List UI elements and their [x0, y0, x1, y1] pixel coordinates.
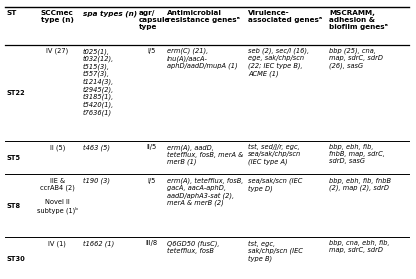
- Text: bbp (25), cna,
map, sdrC, sdrD
(26), sasG: bbp (25), cna, map, sdrC, sdrD (26), sas…: [329, 48, 384, 69]
- Text: SCCmec
type (n): SCCmec type (n): [41, 10, 74, 23]
- Text: erm(A), teteffluх, fosB,
gacA, aacA-aphD,
aadD/aphA3-sat (2),
merA & merB (2): erm(A), teteffluх, fosB, gacA, aacA-aphD…: [167, 178, 244, 206]
- Text: MSCRAMM,
adhesion &
biofilm genesᵃ: MSCRAMM, adhesion & biofilm genesᵃ: [329, 10, 389, 30]
- Text: t190 (3): t190 (3): [83, 178, 110, 184]
- Text: Antimicrobial
resistance genesᵃ: Antimicrobial resistance genesᵃ: [167, 10, 240, 23]
- Text: spa types (n): spa types (n): [83, 10, 137, 17]
- Text: tst, sed/j/r, egc,
sea/sak/chp/scn
(IEC type A): tst, sed/j/r, egc, sea/sak/chp/scn (IEC …: [248, 144, 302, 165]
- Text: agr/
capsule
type: agr/ capsule type: [139, 10, 170, 30]
- Text: t1662 (1): t1662 (1): [83, 240, 114, 247]
- Text: tst, egc,
sak/chp/scn (IEC
type B): tst, egc, sak/chp/scn (IEC type B): [248, 240, 303, 262]
- Text: I/5: I/5: [147, 178, 156, 184]
- Text: ST: ST: [7, 10, 17, 16]
- Text: ST8: ST8: [7, 203, 21, 209]
- Text: erm(A), aadD,
teteffluх, fosB, merA &
merB (1): erm(A), aadD, teteffluх, fosB, merA & me…: [167, 144, 243, 165]
- Text: IV (27): IV (27): [46, 48, 68, 54]
- Text: ST22: ST22: [7, 90, 25, 96]
- Text: bbp, ebh, fib,
fnbB, map, sdrC,
sdrD, sasG: bbp, ebh, fib, fnbB, map, sdrC, sdrD, sa…: [329, 144, 385, 164]
- Text: bbp, cna, ebh, fib,
map, sdrC, sdrD: bbp, cna, ebh, fib, map, sdrC, sdrD: [329, 240, 390, 254]
- Text: t463 (5): t463 (5): [83, 144, 110, 151]
- Text: II (5): II (5): [50, 144, 65, 151]
- Text: IIE &
ccrAB4 (2)

Novel II
subtype (1)ᵇ: IIE & ccrAB4 (2) Novel II subtype (1)ᵇ: [37, 178, 78, 214]
- Text: seb (2), sec/l (16),
ege, sak/chp/scn
(22; IEC type B),
ACME (1): seb (2), sec/l (16), ege, sak/chp/scn (2…: [248, 48, 310, 77]
- Text: IV (1): IV (1): [48, 240, 66, 247]
- Text: t025(1),
t032(12),
t515(3),
t557(3),
t1214(3),
t2945(2),
t3185(1),
t5420(1),
t76: t025(1), t032(12), t515(3), t557(3), t12…: [83, 48, 114, 116]
- Text: ST30: ST30: [7, 256, 25, 262]
- Text: III/8: III/8: [145, 240, 158, 247]
- Text: Q6GD50 (fusC),
teteffluх, fosB: Q6GD50 (fusC), teteffluх, fosB: [167, 240, 220, 254]
- Text: Virulence-
associated genesᵃ: Virulence- associated genesᵃ: [248, 10, 322, 23]
- Text: sea/sak/scn (IEC
type D): sea/sak/scn (IEC type D): [248, 178, 303, 192]
- Text: I/5: I/5: [147, 48, 156, 54]
- Text: bbp, ebh, fib, fnbB
(2), map (2), sdrD: bbp, ebh, fib, fnbB (2), map (2), sdrD: [329, 178, 391, 191]
- Text: ST5: ST5: [7, 155, 21, 161]
- Text: II/5: II/5: [146, 144, 156, 150]
- Text: erm(C) (21),
lnu(A)/aacA-
aphD/aadD/mupA (1): erm(C) (21), lnu(A)/aacA- aphD/aadD/mupA…: [167, 48, 238, 69]
